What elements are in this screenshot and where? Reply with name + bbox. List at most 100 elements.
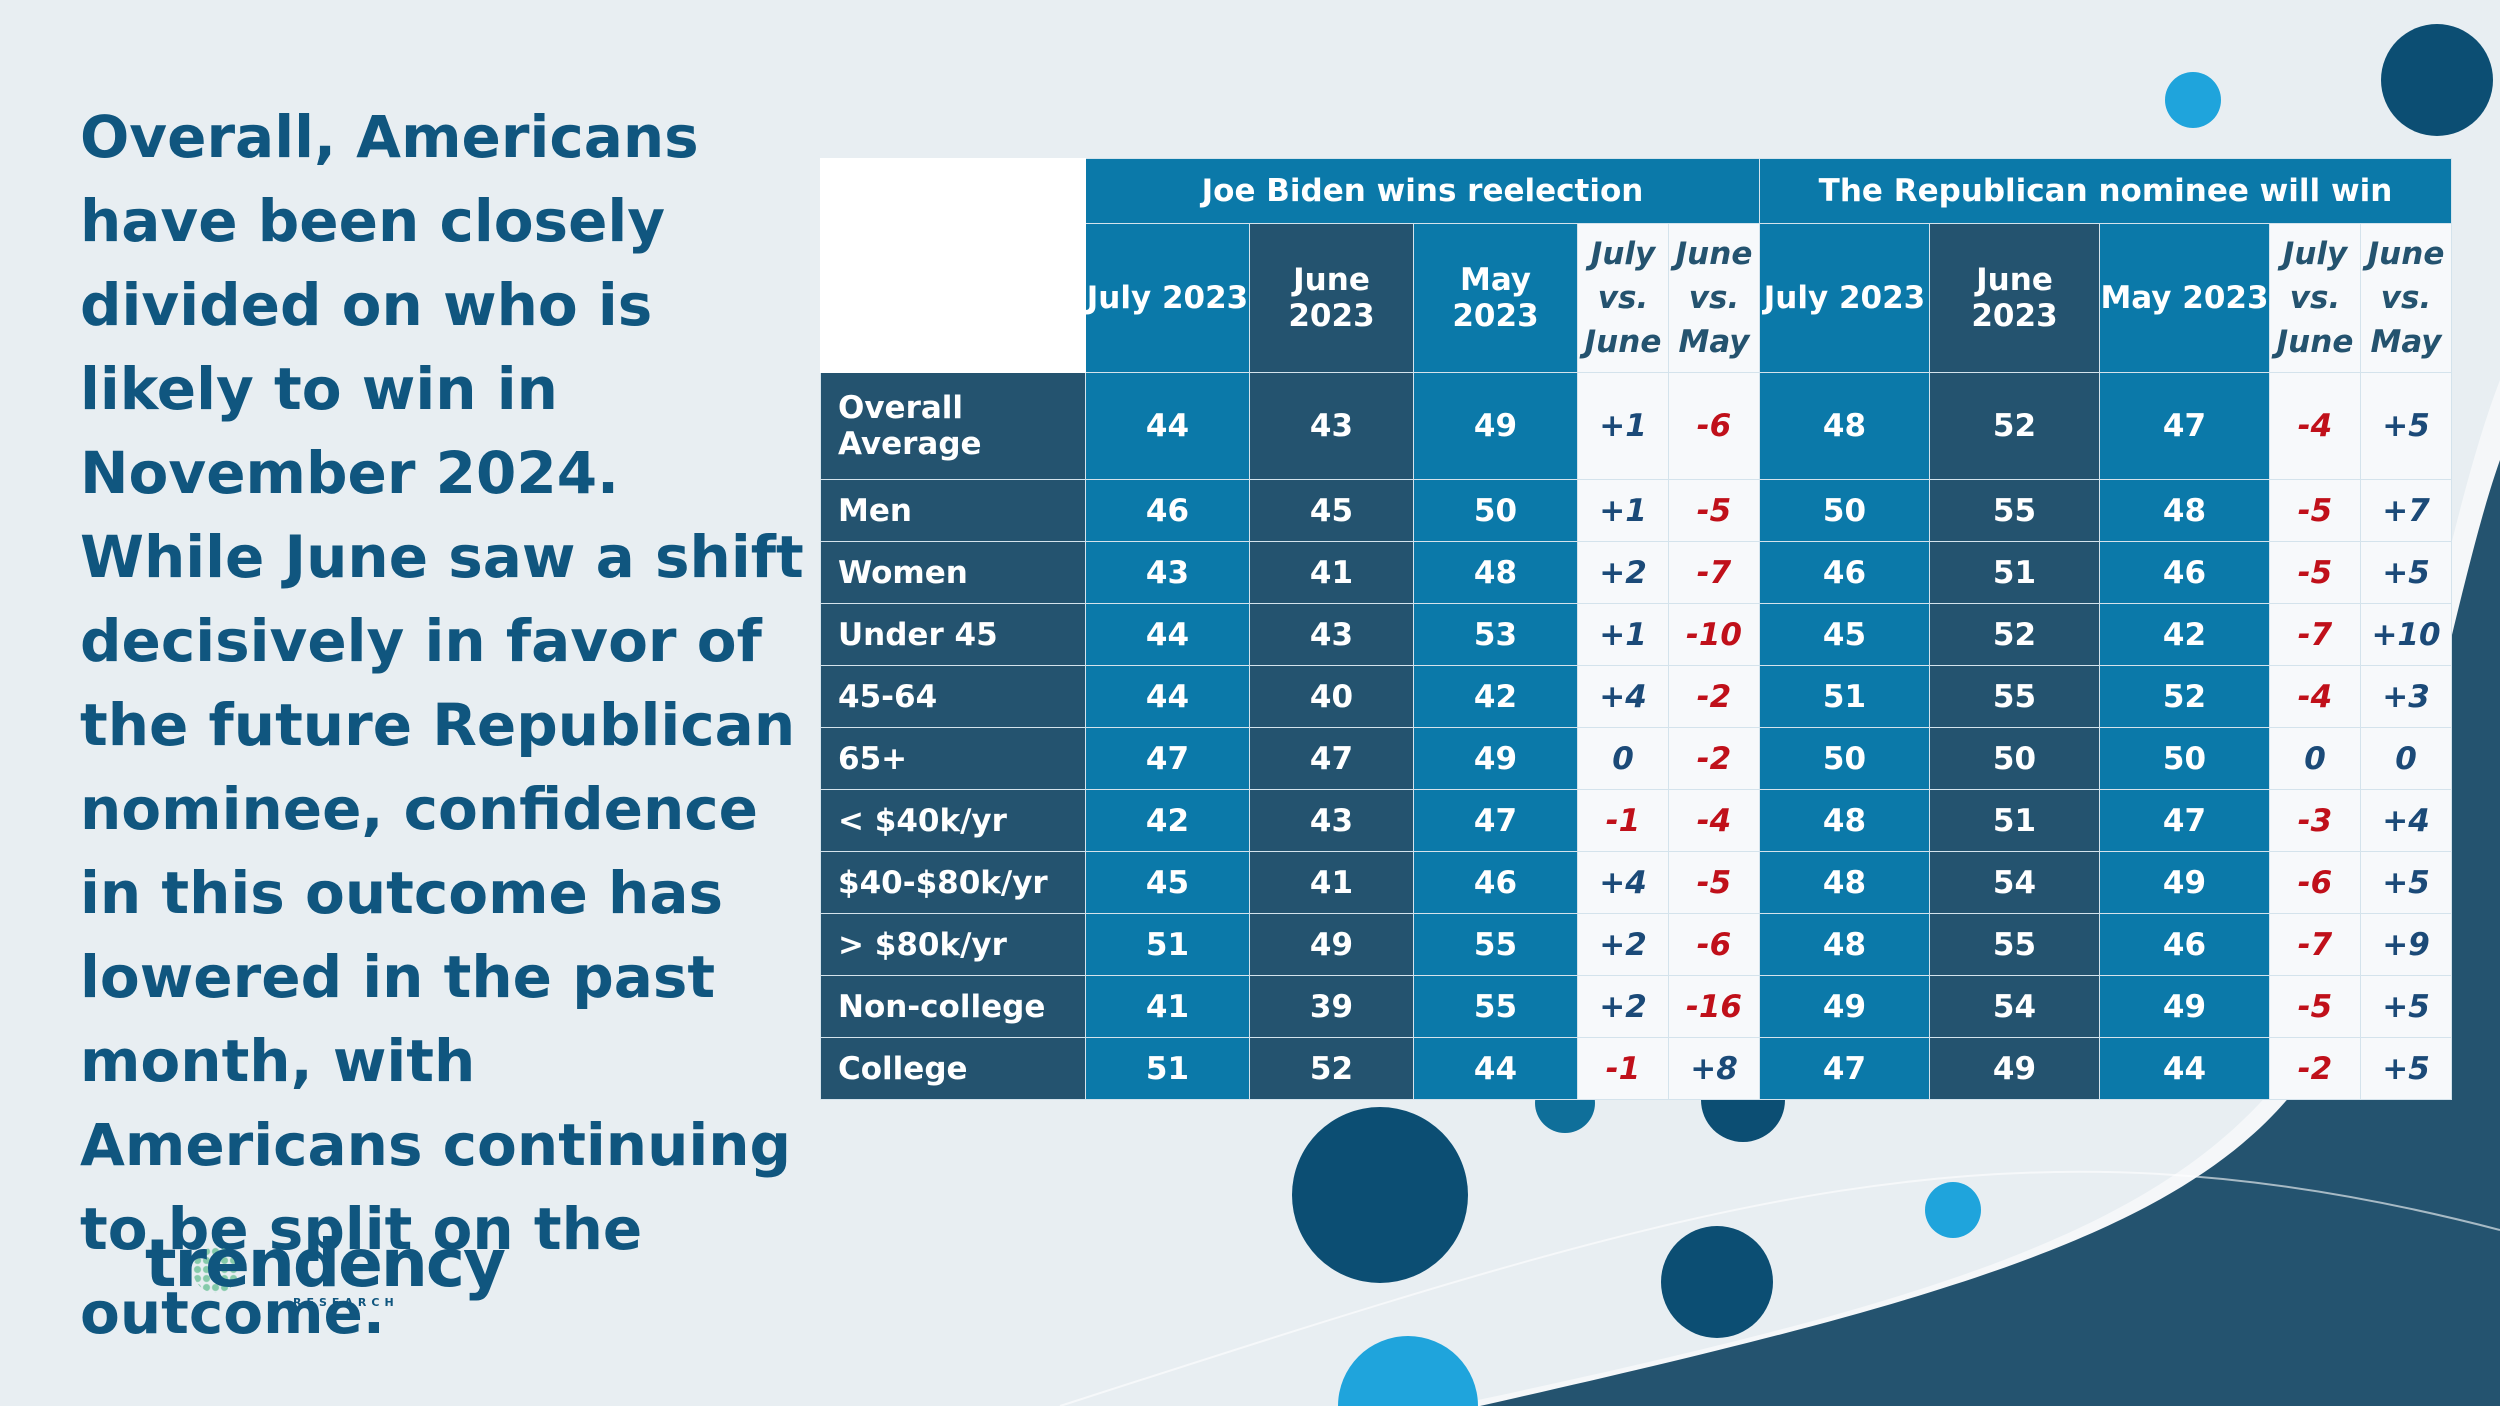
value-cell: 48 — [2099, 479, 2270, 542]
value-cell: 49 — [1413, 372, 1578, 480]
change-cell: +5 — [2360, 541, 2452, 604]
value-cell: 48 — [1759, 789, 1930, 852]
value-cell: 55 — [1929, 913, 2100, 976]
row-label: 45-64 — [820, 665, 1086, 728]
row-label: Under 45 — [820, 603, 1086, 666]
change-cell: +4 — [2360, 789, 2452, 852]
deco-circle — [2381, 24, 2493, 136]
change-cell: +1 — [1577, 372, 1669, 480]
change-cell: -6 — [1668, 372, 1760, 480]
value-cell: 44 — [1413, 1037, 1578, 1100]
column-header: June vs. May — [1668, 223, 1760, 373]
deco-circle — [1925, 1182, 1981, 1238]
value-cell: 54 — [1929, 851, 2100, 914]
value-cell: 41 — [1249, 851, 1414, 914]
value-cell: 52 — [1249, 1037, 1414, 1100]
change-cell: +5 — [2360, 975, 2452, 1038]
column-header: May 2023 — [1413, 223, 1578, 373]
column-header: July 2023 — [1085, 223, 1250, 373]
table-row: Overall Average 44 43 49 +1 -6 48 52 47 -4 +5 — [820, 372, 2452, 480]
change-cell: -7 — [2269, 913, 2361, 976]
column-header: June 2023 — [1249, 223, 1414, 373]
table-row: < $40k/yr 42 43 47 -1 -4 48 51 47 -3 +4 — [820, 789, 2452, 852]
change-cell: -3 — [2269, 789, 2361, 852]
logo-trademark: ® — [457, 1233, 469, 1247]
value-cell: 54 — [1929, 975, 2100, 1038]
table-body: Overall Average 44 43 49 +1 -6 48 52 47 -4 +5 Men 46… — [820, 372, 2452, 1100]
change-cell: +5 — [2360, 372, 2452, 480]
change-cell: -6 — [1668, 913, 1760, 976]
value-cell: 44 — [2099, 1037, 2270, 1100]
table-row: > $80k/yr 51 49 55 +2 -6 48 55 46 -7 +9 — [820, 913, 2452, 976]
value-cell: 44 — [1085, 372, 1250, 480]
value-cell: 44 — [1085, 603, 1250, 666]
deco-circle — [1292, 1107, 1468, 1283]
value-cell: 42 — [1085, 789, 1250, 852]
value-cell: 46 — [2099, 541, 2270, 604]
value-cell: 48 — [1759, 851, 1930, 914]
row-label: Overall Average — [820, 372, 1086, 480]
value-cell: 43 — [1249, 789, 1414, 852]
row-label: $40-$80k/yr — [820, 851, 1086, 914]
change-cell: -4 — [2269, 665, 2361, 728]
value-cell: 43 — [1249, 603, 1414, 666]
column-header: July vs. June — [2269, 223, 2361, 373]
value-cell: 51 — [1929, 541, 2100, 604]
change-cell: -4 — [2269, 372, 2361, 480]
value-cell: 46 — [1413, 851, 1578, 914]
row-label: Non-college — [820, 975, 1086, 1038]
change-cell: +1 — [1577, 479, 1669, 542]
value-cell: 45 — [1249, 479, 1414, 542]
change-cell: +9 — [2360, 913, 2452, 976]
value-cell: 50 — [1759, 479, 1930, 542]
change-cell: -7 — [2269, 603, 2361, 666]
change-cell: -1 — [1577, 789, 1669, 852]
table-row: 45-64 44 40 42 +4 -2 51 55 52 -4 +3 — [820, 665, 2452, 728]
change-cell: -5 — [2269, 975, 2361, 1038]
change-cell: -2 — [2269, 1037, 2361, 1100]
table-row: Non-college 41 39 55 +2 -16 49 54 49 -5 +5 — [820, 975, 2452, 1038]
value-cell: 55 — [1929, 665, 2100, 728]
group-header-biden: Joe Biden wins reelection — [1085, 158, 1760, 224]
change-cell: +10 — [2360, 603, 2452, 666]
value-cell: 47 — [1249, 727, 1414, 790]
table-corner — [820, 158, 1086, 373]
change-cell: +8 — [1668, 1037, 1760, 1100]
value-cell: 41 — [1085, 975, 1250, 1038]
column-header: July vs. June — [1577, 223, 1669, 373]
value-cell: 40 — [1249, 665, 1414, 728]
table-row: College 51 52 44 -1 +8 47 49 44 -2 +5 — [820, 1037, 2452, 1100]
value-cell: 47 — [1413, 789, 1578, 852]
deco-circle — [1338, 1336, 1478, 1406]
change-cell: -5 — [2269, 479, 2361, 542]
value-cell: 46 — [2099, 913, 2270, 976]
change-cell: -2 — [1668, 665, 1760, 728]
value-cell: 47 — [2099, 789, 2270, 852]
value-cell: 52 — [2099, 665, 2270, 728]
value-cell: 48 — [1759, 913, 1930, 976]
change-cell: +1 — [1577, 603, 1669, 666]
row-label: < $40k/yr — [820, 789, 1086, 852]
value-cell: 55 — [1413, 975, 1578, 1038]
change-cell: +5 — [2360, 851, 2452, 914]
change-cell: +4 — [1577, 665, 1669, 728]
column-header: July 2023 — [1759, 223, 1930, 373]
table-row: Under 45 44 43 53 +1 -10 45 52 42 -7 +10 — [820, 603, 2452, 666]
value-cell: 41 — [1249, 541, 1414, 604]
trendency-logo: trendency ® RESEARCH — [145, 1225, 506, 1315]
value-cell: 47 — [2099, 372, 2270, 480]
change-cell: 0 — [2360, 727, 2452, 790]
value-cell: 49 — [2099, 975, 2270, 1038]
value-cell: 46 — [1085, 479, 1250, 542]
value-cell: 51 — [1085, 1037, 1250, 1100]
change-cell: -5 — [1668, 479, 1760, 542]
column-header: May 2023 — [2099, 223, 2270, 373]
row-label: 65+ — [820, 727, 1086, 790]
value-cell: 53 — [1413, 603, 1578, 666]
value-cell: 50 — [1759, 727, 1930, 790]
logo-wordmark: trendency — [145, 1225, 506, 1302]
value-cell: 55 — [1929, 479, 2100, 542]
poll-table: Joe Biden wins reelection The Republican… — [820, 158, 2452, 1100]
logo-dot-pattern — [193, 1247, 239, 1293]
value-cell: 51 — [1759, 665, 1930, 728]
